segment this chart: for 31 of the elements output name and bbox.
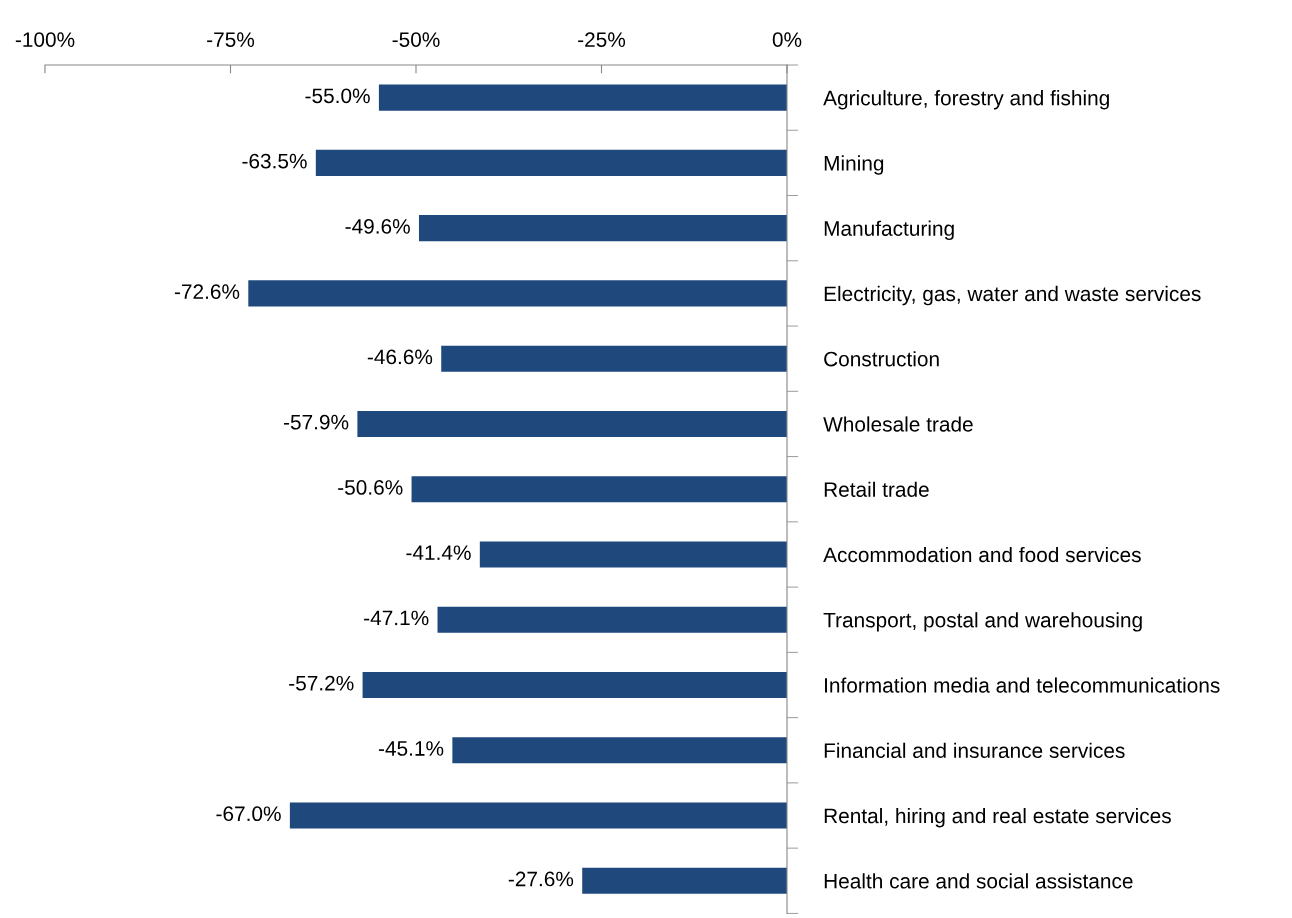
data-label: -67.0% <box>216 806 281 822</box>
data-label: -41.4% <box>406 545 471 560</box>
data-label: -55.0% <box>305 88 370 104</box>
y-tick-label: Health care and social assistance <box>824 873 1133 889</box>
y-tick-label: Electricity, gas, water and waste services <box>824 285 1201 306</box>
data-label: -57.9% <box>283 414 349 430</box>
y-tick-label: Retail trade <box>824 481 929 497</box>
x-tick-label: -75% <box>207 32 255 47</box>
data-label: -27.6% <box>508 871 574 887</box>
y-tick-label: Construction <box>824 351 939 367</box>
y-tick-label: Manufacturing <box>824 220 954 241</box>
y-tick-label: Agriculture, forestry and fishing <box>823 90 1109 110</box>
x-tick-label: -100% <box>15 32 75 47</box>
data-label: -50.6% <box>338 480 403 495</box>
data-label: -57.2% <box>289 675 354 691</box>
y-tick-label: Financial and insurance services <box>824 742 1125 759</box>
y-tick-label: Transport, postal and warehousing <box>823 612 1142 632</box>
data-label: -63.5% <box>242 153 307 169</box>
x-tick-label: 0% <box>772 32 802 47</box>
data-label: -45.1% <box>378 741 444 756</box>
x-tick-label: -25% <box>578 32 626 47</box>
y-tick-label: Mining <box>824 155 884 175</box>
data-label: -72.6% <box>174 284 240 300</box>
data-label: -49.6% <box>345 219 410 234</box>
y-tick-label: Accommodation and food services <box>823 546 1141 563</box>
data-label: -46.6% <box>367 349 433 365</box>
x-tick-label: -50% <box>392 32 440 47</box>
y-tick-label: Wholesale trade <box>823 416 973 432</box>
y-tick-label: Rental, hiring and real estate services <box>824 807 1171 828</box>
data-label: -47.1% <box>364 610 429 626</box>
y-tick-label: Information media and telecommunications <box>825 677 1220 693</box>
